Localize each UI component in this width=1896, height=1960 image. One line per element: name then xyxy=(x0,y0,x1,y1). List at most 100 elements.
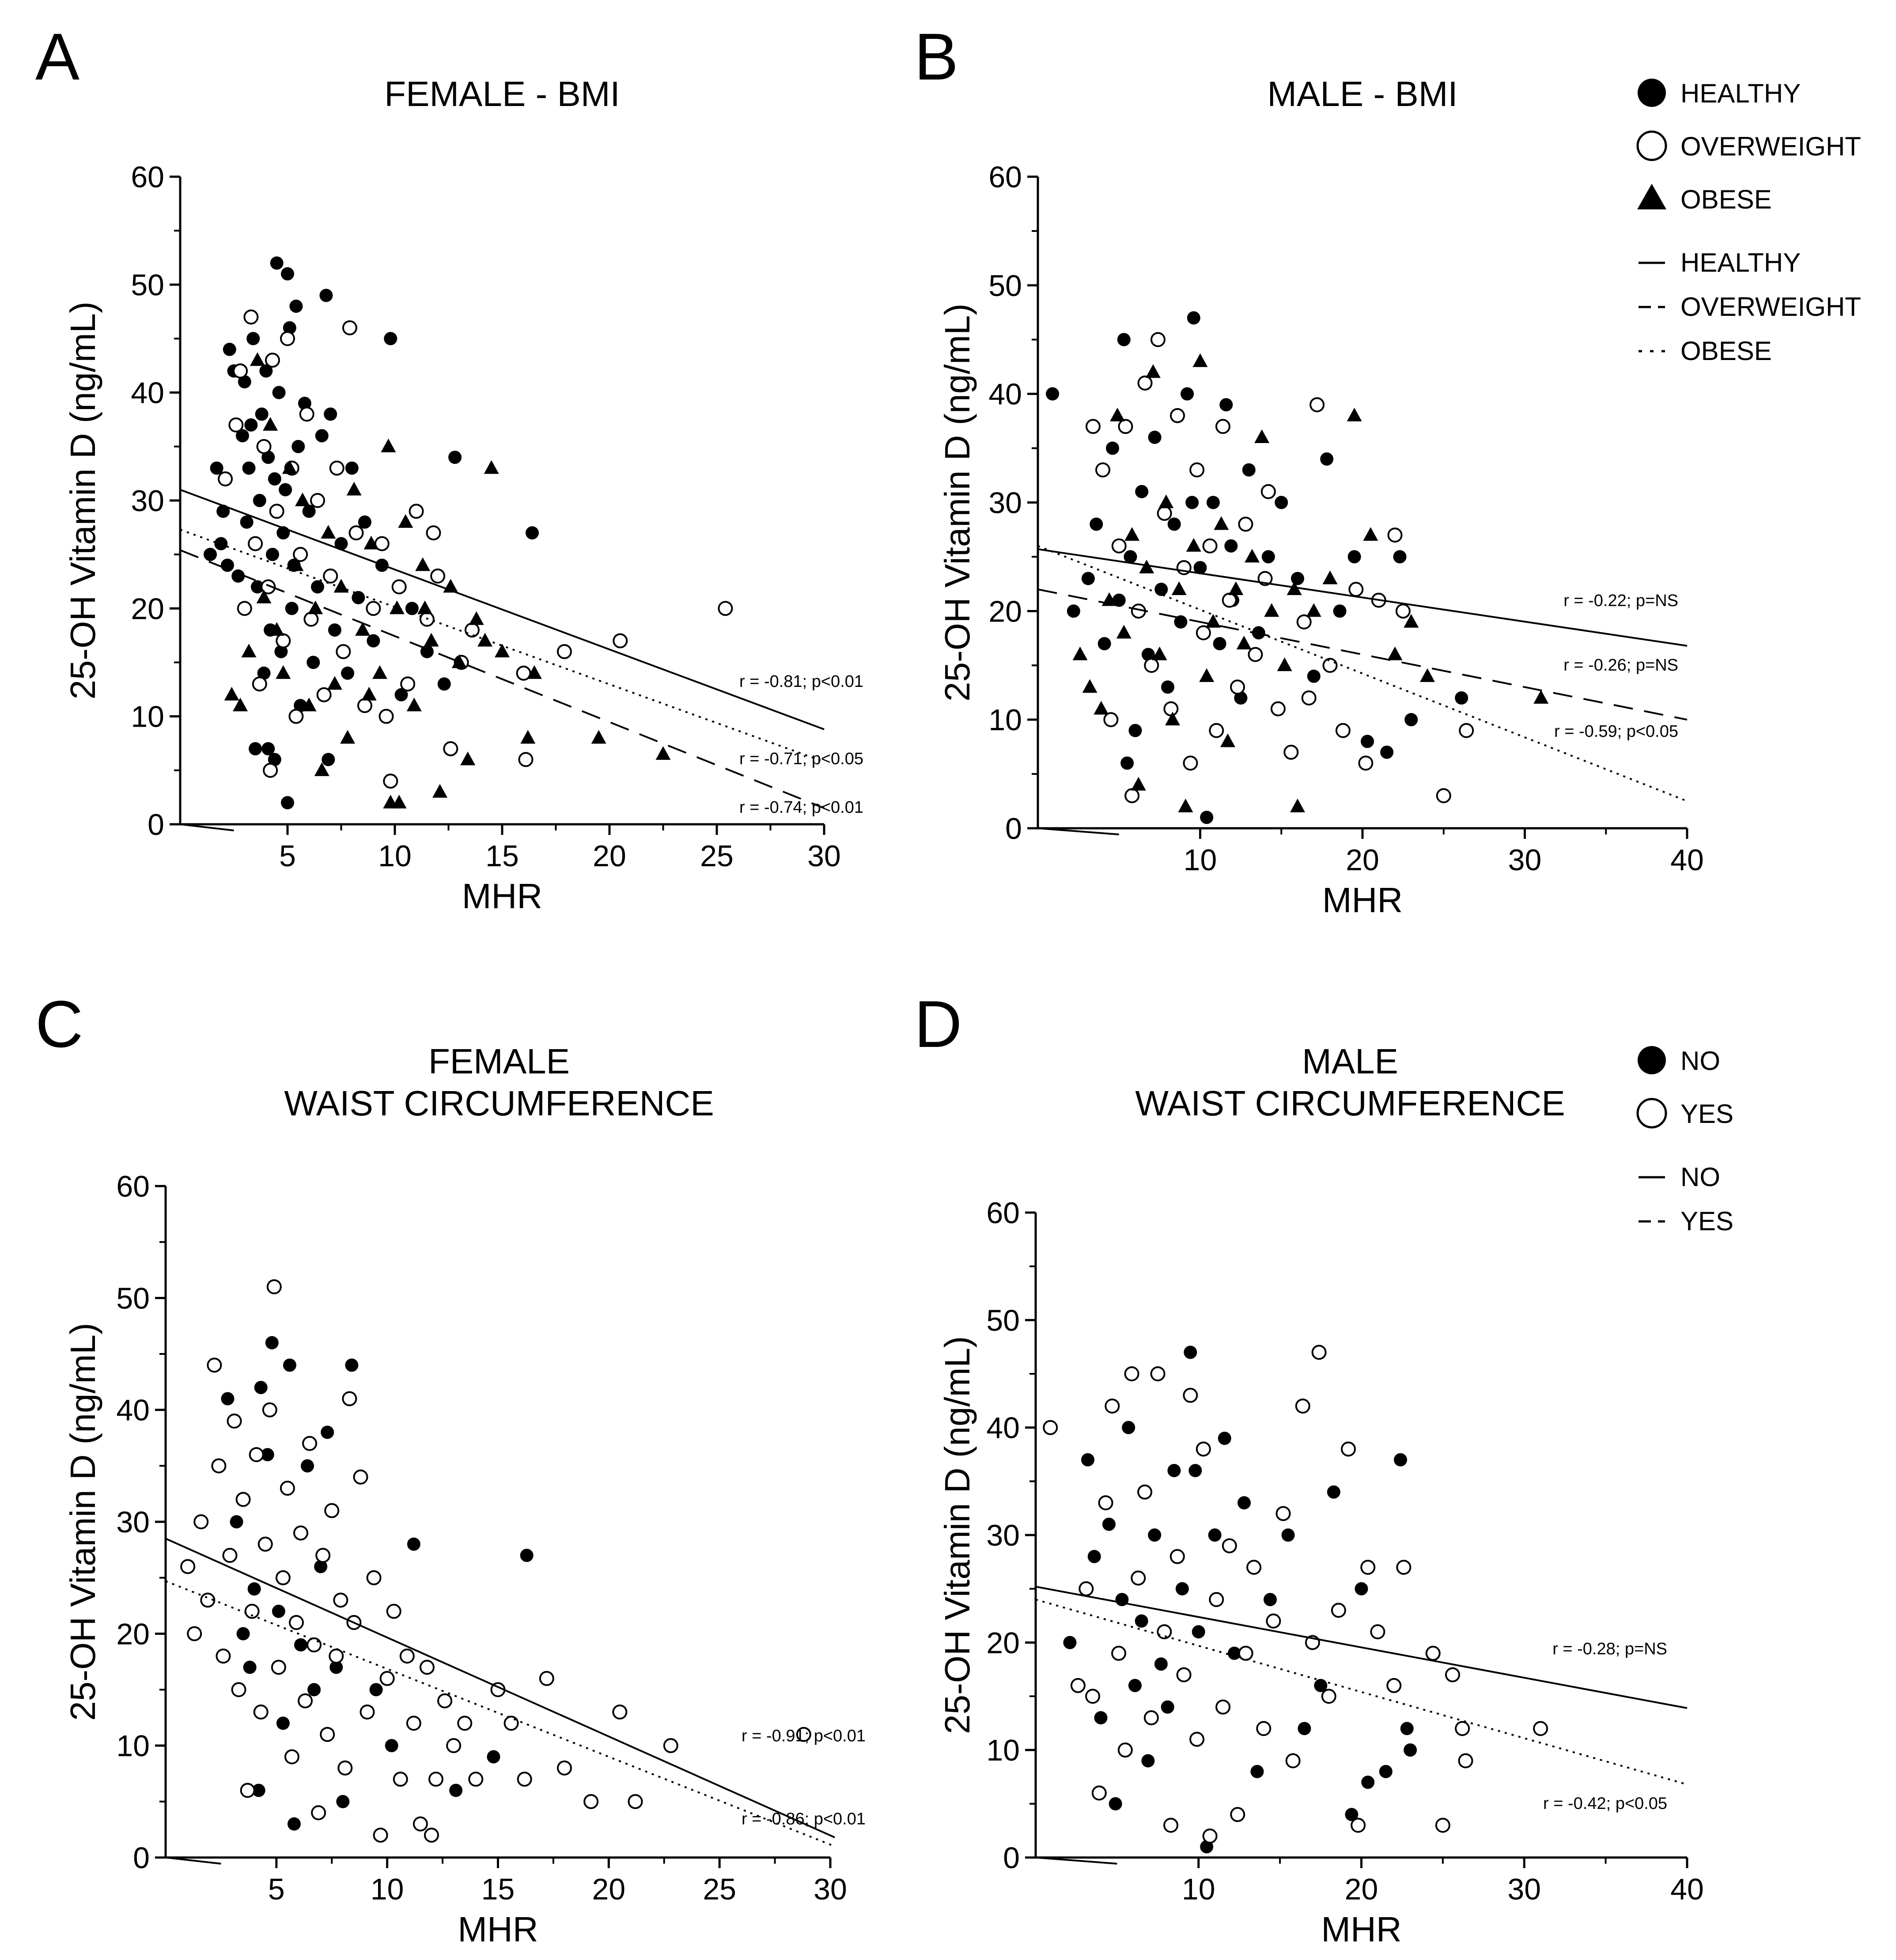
data-point-yes xyxy=(1150,1366,1166,1381)
data-point-yes xyxy=(1455,1721,1470,1736)
data-point-overweight xyxy=(464,622,480,638)
legend-marker-overweight xyxy=(1636,130,1667,161)
data-point-healthy xyxy=(358,515,371,529)
y-axis-label: 25-OH Vitamin D (ng/mL) xyxy=(938,1336,977,1734)
data-point-yes xyxy=(1183,1388,1198,1403)
data-point-overweight xyxy=(288,709,304,724)
data-point-no xyxy=(1175,1582,1189,1596)
data-point-no xyxy=(1379,1765,1393,1778)
data-point-obese xyxy=(1245,549,1260,563)
fit-line-no xyxy=(1035,1585,1688,1709)
data-point-obese xyxy=(269,622,284,636)
data-point-obese xyxy=(355,622,371,636)
y-tick-label: 60 xyxy=(116,1170,150,1203)
data-point-healthy xyxy=(246,332,260,345)
y-tick-label: 40 xyxy=(116,1394,150,1427)
data-point-yes xyxy=(1386,1678,1402,1693)
data-point-obese xyxy=(1420,668,1435,682)
data-point-obese xyxy=(526,665,542,679)
fit-line-overweight xyxy=(1037,588,1688,721)
data-point-yes xyxy=(253,1704,269,1720)
data-point-yes xyxy=(1169,1549,1185,1564)
data-point-overweight xyxy=(1301,690,1317,705)
x-tick-label: 5 xyxy=(279,839,296,873)
data-point-healthy xyxy=(1361,735,1374,748)
data-point-healthy xyxy=(279,483,292,497)
data-point-obese xyxy=(1145,364,1161,378)
legend-marker-obese xyxy=(1637,184,1666,209)
data-point-yes xyxy=(628,1794,643,1809)
data-point-yes xyxy=(406,1716,421,1731)
data-point-healthy xyxy=(268,472,281,486)
y-tick-label: 10 xyxy=(131,700,164,734)
data-point-healthy xyxy=(272,386,286,399)
y-tick-label: 0 xyxy=(1003,1841,1020,1875)
fit-label: r = -0.81; p<0.01 xyxy=(739,672,863,691)
data-point-yes xyxy=(612,1704,628,1720)
data-point-healthy xyxy=(1120,756,1134,770)
data-point-obese xyxy=(1205,614,1221,628)
data-point-healthy xyxy=(1135,485,1149,498)
data-point-obese xyxy=(1287,581,1302,595)
panel-letter: C xyxy=(35,987,83,1061)
data-point-yes xyxy=(1111,1645,1127,1661)
data-point-overweight xyxy=(1335,723,1351,738)
data-point-no xyxy=(520,1549,534,1562)
data-point-healthy xyxy=(298,397,311,410)
data-point-overweight xyxy=(1230,679,1245,695)
data-point-no xyxy=(1314,1679,1328,1692)
data-point-obese xyxy=(1347,407,1362,421)
data-point-obese xyxy=(415,557,431,571)
legend-label: NO xyxy=(1680,1162,1720,1192)
data-point-yes xyxy=(249,1447,264,1462)
data-point-obese xyxy=(1254,429,1270,443)
series-yes xyxy=(180,1279,811,1843)
data-point-no xyxy=(1087,1550,1101,1563)
data-point-overweight xyxy=(1144,658,1159,673)
data-point-obese xyxy=(340,730,356,744)
data-point-yes xyxy=(280,1481,295,1496)
data-point-obese xyxy=(469,611,484,625)
series-obese xyxy=(1072,353,1549,812)
data-point-overweight xyxy=(248,536,263,551)
data-point-healthy xyxy=(1112,593,1126,607)
data-point-no xyxy=(1094,1711,1108,1725)
data-point-yes xyxy=(302,1436,318,1451)
data-point-overweight xyxy=(357,698,372,713)
data-point-overweight xyxy=(1296,614,1312,629)
data-point-yes xyxy=(437,1693,453,1709)
data-point-yes xyxy=(257,1536,273,1552)
data-point-overweight xyxy=(1118,419,1133,434)
data-point-yes xyxy=(1285,1753,1301,1768)
x-minor-tick xyxy=(180,823,234,831)
data-point-no xyxy=(230,1515,243,1528)
data-point-healthy xyxy=(220,558,234,572)
data-point-healthy xyxy=(322,753,335,766)
data-point-no xyxy=(1141,1754,1155,1767)
data-point-no xyxy=(1250,1765,1264,1778)
legend-marker-yes xyxy=(1636,1098,1667,1129)
data-point-healthy xyxy=(249,742,262,755)
data-point-healthy xyxy=(231,569,245,583)
data-point-yes xyxy=(1533,1721,1548,1736)
fit-label: r = -0.59; p<0.05 xyxy=(1554,722,1678,741)
data-point-yes xyxy=(329,1649,344,1664)
y-axis-label: 25-OH Vitamin D (ng/mL) xyxy=(63,1323,102,1721)
data-point-healthy xyxy=(1128,724,1142,737)
data-point-yes xyxy=(1043,1420,1058,1435)
data-point-yes xyxy=(1222,1538,1237,1554)
data-point-yes xyxy=(1238,1645,1253,1661)
data-point-healthy xyxy=(341,666,355,680)
data-point-yes xyxy=(446,1738,462,1753)
y-tick-label: 10 xyxy=(986,1734,1020,1767)
y-tick-label: 20 xyxy=(116,1617,150,1651)
data-point-healthy xyxy=(223,342,236,356)
data-point-yes xyxy=(266,1279,282,1294)
data-point-overweight xyxy=(299,406,314,422)
data-point-yes xyxy=(1256,1721,1272,1736)
data-point-yes xyxy=(583,1794,599,1809)
y-axis-label: 25-OH Vitamin D (ng/mL) xyxy=(938,303,977,701)
data-point-yes xyxy=(311,1805,326,1820)
data-point-yes xyxy=(1370,1624,1385,1639)
x-tick-label: 30 xyxy=(807,839,841,873)
